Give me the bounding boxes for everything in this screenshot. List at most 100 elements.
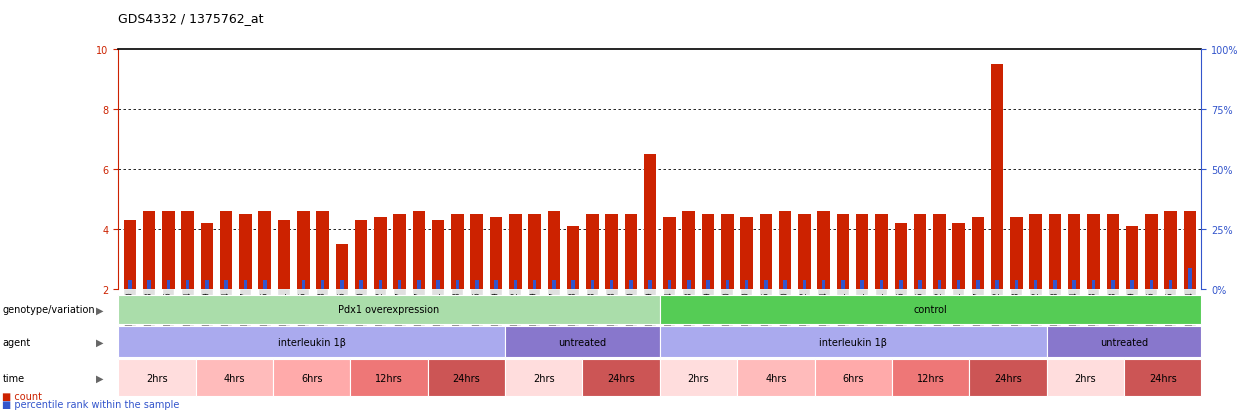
Bar: [118, 359, 195, 396]
Bar: [667, 280, 671, 289]
Text: 2hrs: 2hrs: [533, 373, 554, 383]
Bar: [957, 280, 960, 289]
Bar: [933, 214, 945, 289]
Bar: [583, 359, 660, 396]
Bar: [764, 280, 768, 289]
Bar: [1072, 280, 1076, 289]
Bar: [340, 280, 344, 289]
Text: 24hrs: 24hrs: [608, 373, 635, 383]
Bar: [239, 214, 251, 289]
Bar: [860, 280, 864, 289]
Bar: [590, 280, 594, 289]
Bar: [660, 359, 737, 396]
Bar: [456, 280, 459, 289]
Bar: [200, 223, 213, 289]
Bar: [721, 214, 733, 289]
Bar: [759, 214, 772, 289]
Bar: [298, 211, 310, 289]
Bar: [798, 214, 810, 289]
Bar: [891, 359, 970, 396]
Text: ▶: ▶: [96, 305, 103, 315]
Bar: [664, 217, 676, 289]
Bar: [471, 214, 483, 289]
Bar: [1030, 214, 1042, 289]
Bar: [1068, 214, 1081, 289]
Bar: [360, 280, 362, 289]
Text: time: time: [2, 373, 25, 383]
Bar: [378, 280, 382, 289]
Bar: [533, 280, 537, 289]
Bar: [263, 280, 266, 289]
Bar: [779, 211, 792, 289]
Bar: [552, 280, 555, 289]
Bar: [1048, 214, 1061, 289]
Bar: [783, 280, 787, 289]
Bar: [1033, 280, 1037, 289]
Bar: [971, 217, 984, 289]
Bar: [1149, 280, 1153, 289]
Bar: [118, 295, 660, 324]
Bar: [147, 280, 151, 289]
Text: 6hrs: 6hrs: [843, 373, 864, 383]
Bar: [976, 280, 980, 289]
Bar: [1124, 359, 1201, 396]
Bar: [509, 214, 522, 289]
Bar: [610, 280, 614, 289]
Text: 24hrs: 24hrs: [994, 373, 1022, 383]
Bar: [857, 214, 869, 289]
Bar: [745, 280, 748, 289]
Bar: [660, 295, 1201, 324]
Bar: [273, 359, 350, 396]
Bar: [451, 214, 463, 289]
Bar: [128, 280, 132, 289]
Bar: [629, 280, 632, 289]
Bar: [571, 280, 575, 289]
Bar: [224, 280, 228, 289]
Bar: [1184, 211, 1196, 289]
Bar: [803, 280, 807, 289]
Bar: [167, 280, 171, 289]
Text: Pdx1 overexpression: Pdx1 overexpression: [339, 305, 439, 315]
Bar: [741, 217, 753, 289]
Bar: [566, 226, 579, 289]
Bar: [1188, 268, 1191, 289]
Bar: [548, 211, 560, 289]
Bar: [494, 280, 498, 289]
Bar: [437, 280, 439, 289]
Bar: [336, 244, 349, 289]
Bar: [393, 214, 406, 289]
Bar: [476, 280, 478, 289]
Bar: [489, 217, 502, 289]
Bar: [1053, 280, 1057, 289]
Bar: [726, 280, 730, 289]
Bar: [1092, 280, 1096, 289]
Text: control: control: [914, 305, 947, 315]
Bar: [899, 280, 903, 289]
Text: ■ count: ■ count: [2, 391, 42, 401]
Text: ■ percentile rank within the sample: ■ percentile rank within the sample: [2, 399, 179, 409]
Bar: [398, 280, 401, 289]
Text: interleukin 1β: interleukin 1β: [278, 337, 346, 347]
Bar: [513, 280, 517, 289]
Bar: [818, 211, 830, 289]
Bar: [1125, 226, 1138, 289]
Bar: [143, 211, 156, 289]
Bar: [1107, 214, 1119, 289]
Bar: [919, 280, 921, 289]
Bar: [1164, 211, 1177, 289]
Text: untreated: untreated: [559, 337, 606, 347]
Bar: [220, 211, 233, 289]
Bar: [123, 220, 136, 289]
Bar: [528, 214, 540, 289]
Bar: [991, 64, 1003, 289]
Bar: [814, 359, 891, 396]
Bar: [350, 359, 428, 396]
Bar: [894, 223, 908, 289]
Text: 24hrs: 24hrs: [452, 373, 481, 383]
Text: 2hrs: 2hrs: [687, 373, 710, 383]
Bar: [682, 211, 695, 289]
Bar: [259, 211, 271, 289]
Bar: [118, 326, 505, 357]
Text: 24hrs: 24hrs: [1149, 373, 1177, 383]
Bar: [321, 280, 325, 289]
